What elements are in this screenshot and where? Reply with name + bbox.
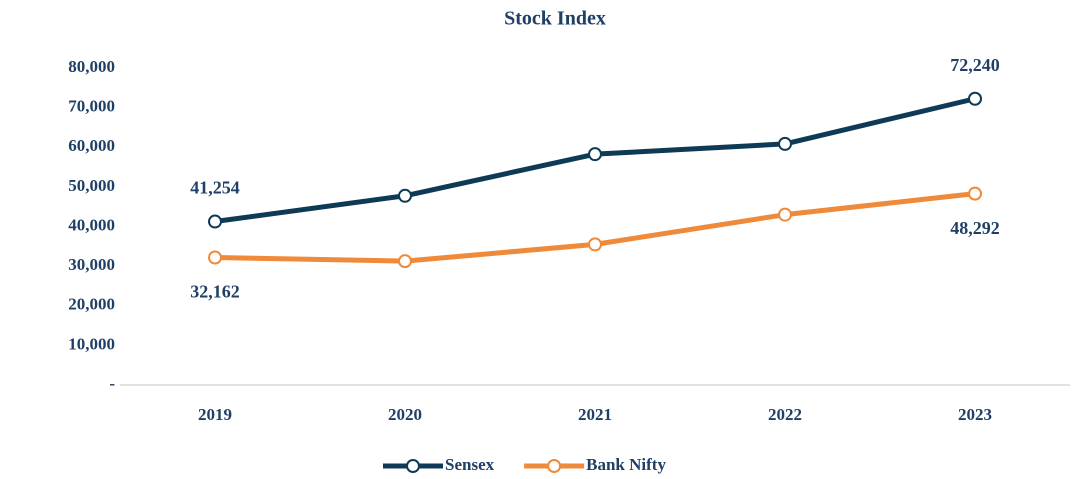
- point: [588, 147, 602, 162]
- x-tick-label: 2021: [578, 405, 612, 424]
- point: [778, 136, 792, 151]
- x-tick-label: 2022: [768, 405, 802, 424]
- y-tick-label: 30,000: [68, 255, 115, 274]
- legend-label: Bank Nifty: [586, 455, 666, 474]
- data-label: 48,292: [950, 218, 1000, 238]
- x-tick-label: 2019: [198, 405, 232, 424]
- y-tick-label: 70,000: [68, 97, 115, 116]
- chart-title: Stock Index: [504, 8, 606, 30]
- y-tick-label: 40,000: [68, 215, 115, 234]
- data-label: 72,240: [950, 55, 1000, 75]
- point: [968, 186, 982, 201]
- x-tick-label: 2020: [388, 405, 422, 424]
- y-tick-label: 50,000: [68, 176, 115, 195]
- point: [398, 254, 412, 269]
- y-tick-label: 10,000: [68, 334, 115, 353]
- point: [398, 188, 412, 203]
- legend-marker: [547, 459, 562, 473]
- data-label: 41,254: [190, 178, 240, 198]
- point: [588, 237, 602, 252]
- legend-label: Sensex: [445, 455, 495, 474]
- legend-marker: [406, 459, 420, 473]
- point: [208, 214, 222, 229]
- data-label: 32,162: [190, 282, 240, 302]
- point: [968, 91, 982, 106]
- x-tick-label: 2023: [958, 405, 992, 424]
- point: [208, 250, 222, 265]
- y-tick-label: 20,000: [68, 295, 115, 314]
- y-tick-label: 80,000: [68, 57, 115, 76]
- y-tick-label: 60,000: [68, 136, 115, 155]
- y-tick-label: -: [109, 374, 115, 393]
- point: [778, 207, 792, 222]
